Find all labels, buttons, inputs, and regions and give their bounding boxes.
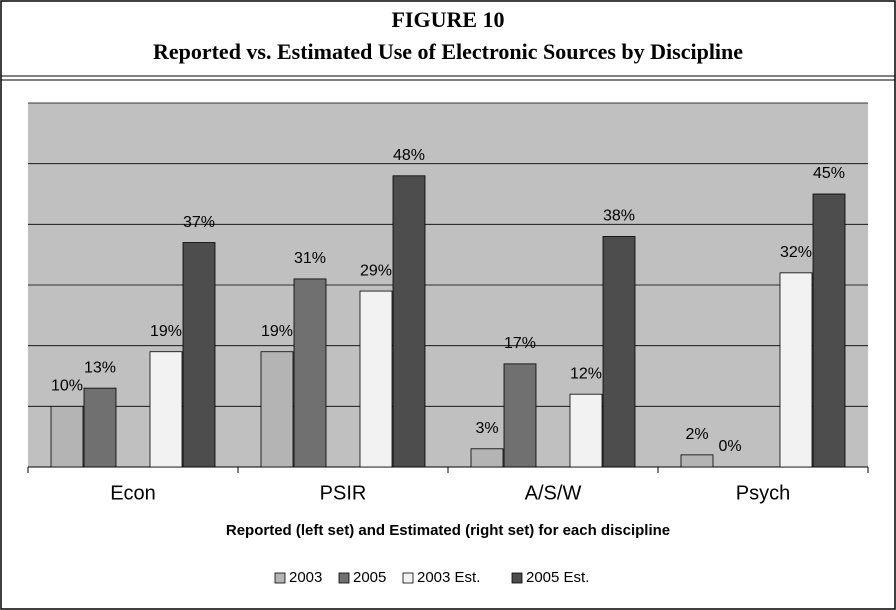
bar xyxy=(83,387,117,468)
legend-label: 2005 Est. xyxy=(526,569,589,586)
legend-swatch xyxy=(338,572,350,584)
value-label: 10% xyxy=(51,378,83,395)
value-label: 45% xyxy=(813,165,845,182)
x-axis-label: Reported (left set) and Estimated (right… xyxy=(226,522,670,539)
legend-label: 2005 xyxy=(353,569,386,586)
legend-swatch xyxy=(274,572,286,584)
value-label: 19% xyxy=(261,323,293,340)
bar xyxy=(293,278,327,468)
value-label: 12% xyxy=(570,365,602,382)
bar xyxy=(260,351,294,468)
bar xyxy=(680,454,714,468)
bar xyxy=(569,393,603,468)
value-label: 17% xyxy=(504,335,536,352)
bar xyxy=(470,448,504,468)
bar xyxy=(779,272,813,468)
chart-title: FIGURE 10 xyxy=(391,7,504,32)
bar xyxy=(182,242,216,468)
value-label: 31% xyxy=(294,250,326,267)
bar xyxy=(503,363,537,468)
bar xyxy=(602,236,636,468)
bar xyxy=(50,405,84,468)
bar xyxy=(812,193,846,468)
value-label: 3% xyxy=(475,420,498,437)
value-label: 0% xyxy=(718,438,741,455)
value-label: 29% xyxy=(360,262,392,279)
value-label: 2% xyxy=(685,426,708,443)
bar xyxy=(359,290,393,468)
legend-swatch xyxy=(511,572,523,584)
legend-label: 2003 Est. xyxy=(417,569,480,586)
value-label: 19% xyxy=(150,323,182,340)
value-label: 13% xyxy=(84,359,116,376)
chart-subtitle: Reported vs. Estimated Use of Electronic… xyxy=(153,39,743,64)
value-label: 48% xyxy=(393,147,425,164)
legend-label: 2003 xyxy=(289,569,322,586)
value-label: 37% xyxy=(183,214,215,231)
bar xyxy=(392,175,426,468)
legend-swatch xyxy=(402,572,414,584)
x-tick-label: A/S/W xyxy=(525,482,582,504)
x-tick-label: PSIR xyxy=(320,482,367,504)
x-tick-label: Psych xyxy=(736,482,790,504)
x-tick-label: Econ xyxy=(110,482,156,504)
bar xyxy=(149,351,183,468)
value-label: 38% xyxy=(603,208,635,225)
value-label: 32% xyxy=(780,244,812,261)
